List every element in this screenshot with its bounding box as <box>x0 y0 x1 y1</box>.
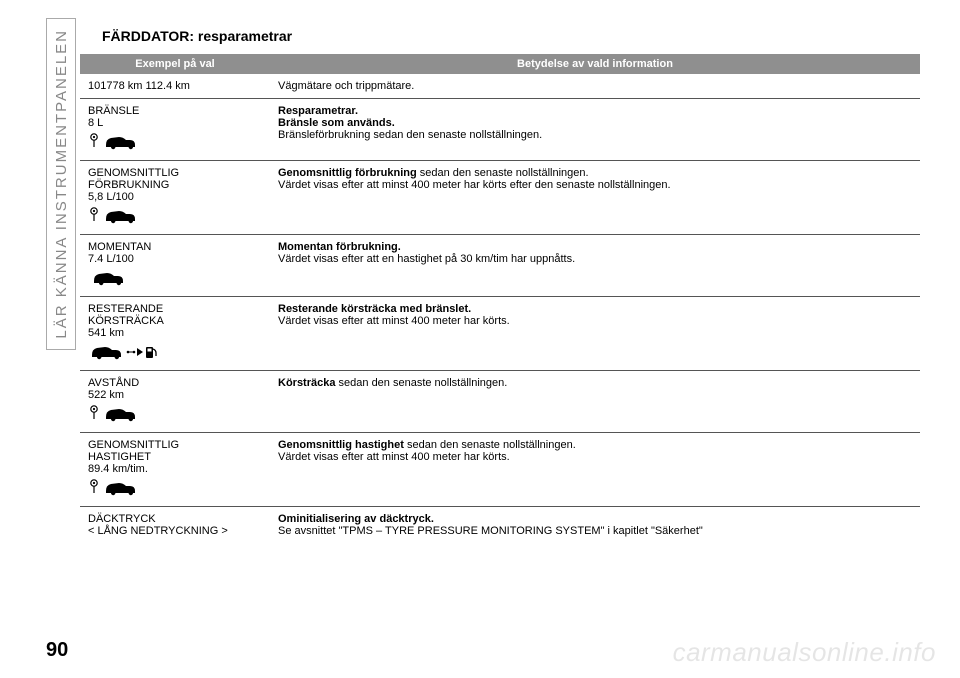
meaning-cell: Resterande körsträcka med bränslet.Värde… <box>270 297 920 371</box>
example-cell: RESTERANDEKÖRSTRÄCKA541 km <box>80 297 270 371</box>
table-header-col1: Exempel på val <box>80 54 270 74</box>
table-row: MOMENTAN7.4 L/100Momentan förbrukning.Vä… <box>80 235 920 297</box>
meaning-text: Resparametrar. <box>278 105 358 117</box>
side-tab-label: LÄR KÄNNA INSTRUMENTPANELEN <box>53 29 70 339</box>
meaning-text: Momentan förbrukning. <box>278 241 401 253</box>
meaning-cell: Vägmätare och trippmätare. <box>270 74 920 99</box>
example-line: FÖRBRUKNING <box>88 179 264 191</box>
meaning-text: Vägmätare och trippmätare. <box>278 80 414 92</box>
table-row: RESTERANDEKÖRSTRÄCKA541 kmResterande kör… <box>80 297 920 371</box>
meaning-text: Värdet visas efter att en hastighet på 3… <box>278 253 575 265</box>
example-line: HASTIGHET <box>88 451 264 463</box>
example-line: RESTERANDE <box>88 303 264 315</box>
table-header-col2: Betydelse av vald information <box>270 54 920 74</box>
meaning-text: sedan den senaste nollställningen. <box>417 167 589 179</box>
meaning-cell: Genomsnittlig förbrukning sedan den sena… <box>270 161 920 235</box>
example-line: GENOMSNITTLIG <box>88 167 264 179</box>
pin-car-icon <box>88 405 264 426</box>
pin-car-icon <box>88 479 264 500</box>
parameters-table: Exempel på val Betydelse av vald informa… <box>80 54 920 543</box>
meaning-text: Se avsnittet "TPMS – TYRE PRESSURE MONIT… <box>278 525 703 537</box>
example-line: < LÅNG NEDTRYCKNING > <box>88 525 264 537</box>
meaning-text: Värdet visas efter att minst 400 meter h… <box>278 179 671 191</box>
example-line: 101778 km 112.4 km <box>88 80 264 92</box>
example-line: KÖRSTRÄCKA <box>88 315 264 327</box>
page-title: FÄRDDATOR: resparametrar <box>102 28 920 44</box>
table-row: AVSTÅND522 kmKörsträcka sedan den senast… <box>80 371 920 433</box>
example-line: AVSTÅND <box>88 377 264 389</box>
example-cell: GENOMSNITTLIGHASTIGHET89.4 km/tim. <box>80 433 270 507</box>
meaning-text: Körsträcka <box>278 377 335 389</box>
meaning-cell: Resparametrar.Bränsle som används.Bränsl… <box>270 99 920 161</box>
example-line: 7.4 L/100 <box>88 253 264 265</box>
meaning-text: Bränsleförbrukning sedan den senaste nol… <box>278 129 542 141</box>
table-row: BRÄNSLE8 LResparametrar.Bränsle som anvä… <box>80 99 920 161</box>
car-fuel-icon <box>88 343 264 364</box>
meaning-text: sedan den senaste nollställningen. <box>404 439 576 451</box>
meaning-cell: Genomsnittlig hastighet sedan den senast… <box>270 433 920 507</box>
page: LÄR KÄNNA INSTRUMENTPANELEN FÄRDDATOR: r… <box>0 0 960 678</box>
pin-car-icon <box>88 207 264 228</box>
meaning-text: Värdet visas efter att minst 400 meter h… <box>278 315 510 327</box>
page-number: 90 <box>46 639 68 662</box>
meaning-cell: Momentan förbrukning.Värdet visas efter … <box>270 235 920 297</box>
meaning-text: Bränsle som används. <box>278 117 395 129</box>
example-line: MOMENTAN <box>88 241 264 253</box>
example-line: 89.4 km/tim. <box>88 463 264 475</box>
example-line: GENOMSNITTLIG <box>88 439 264 451</box>
example-line: BRÄNSLE <box>88 105 264 117</box>
car-icon <box>88 269 264 290</box>
side-tab: LÄR KÄNNA INSTRUMENTPANELEN <box>46 18 76 350</box>
meaning-cell: Körsträcka sedan den senaste nollställni… <box>270 371 920 433</box>
meaning-text: Värdet visas efter att minst 400 meter h… <box>278 451 510 463</box>
example-cell: 101778 km 112.4 km <box>80 74 270 99</box>
example-line: 522 km <box>88 389 264 401</box>
example-cell: AVSTÅND522 km <box>80 371 270 433</box>
table-row: DÄCKTRYCK< LÅNG NEDTRYCKNING >Ominitiali… <box>80 507 920 544</box>
meaning-text: Genomsnittlig förbrukning <box>278 167 417 179</box>
meaning-cell: Ominitialisering av däcktryck.Se avsnitt… <box>270 507 920 544</box>
table-row: 101778 km 112.4 km Vägmätare och trippmät… <box>80 74 920 99</box>
example-line: 541 km <box>88 327 264 339</box>
example-line: 8 L <box>88 117 264 129</box>
pin-car-icon <box>88 133 264 154</box>
meaning-text: Genomsnittlig hastighet <box>278 439 404 451</box>
example-cell: GENOMSNITTLIGFÖRBRUKNING5,8 L/100 <box>80 161 270 235</box>
table-row: GENOMSNITTLIGHASTIGHET89.4 km/tim.Genoms… <box>80 433 920 507</box>
example-line: DÄCKTRYCK <box>88 513 264 525</box>
example-cell: BRÄNSLE8 L <box>80 99 270 161</box>
table-row: GENOMSNITTLIGFÖRBRUKNING5,8 L/100Genomsn… <box>80 161 920 235</box>
example-cell: MOMENTAN7.4 L/100 <box>80 235 270 297</box>
meaning-text: Ominitialisering av däcktryck. <box>278 513 434 525</box>
meaning-text: sedan den senaste nollställningen. <box>335 377 507 389</box>
example-line: 5,8 L/100 <box>88 191 264 203</box>
watermark: carmanualsonline.info <box>673 637 936 668</box>
meaning-text: Resterande körsträcka med bränslet. <box>278 303 471 315</box>
example-cell: DÄCKTRYCK< LÅNG NEDTRYCKNING > <box>80 507 270 544</box>
